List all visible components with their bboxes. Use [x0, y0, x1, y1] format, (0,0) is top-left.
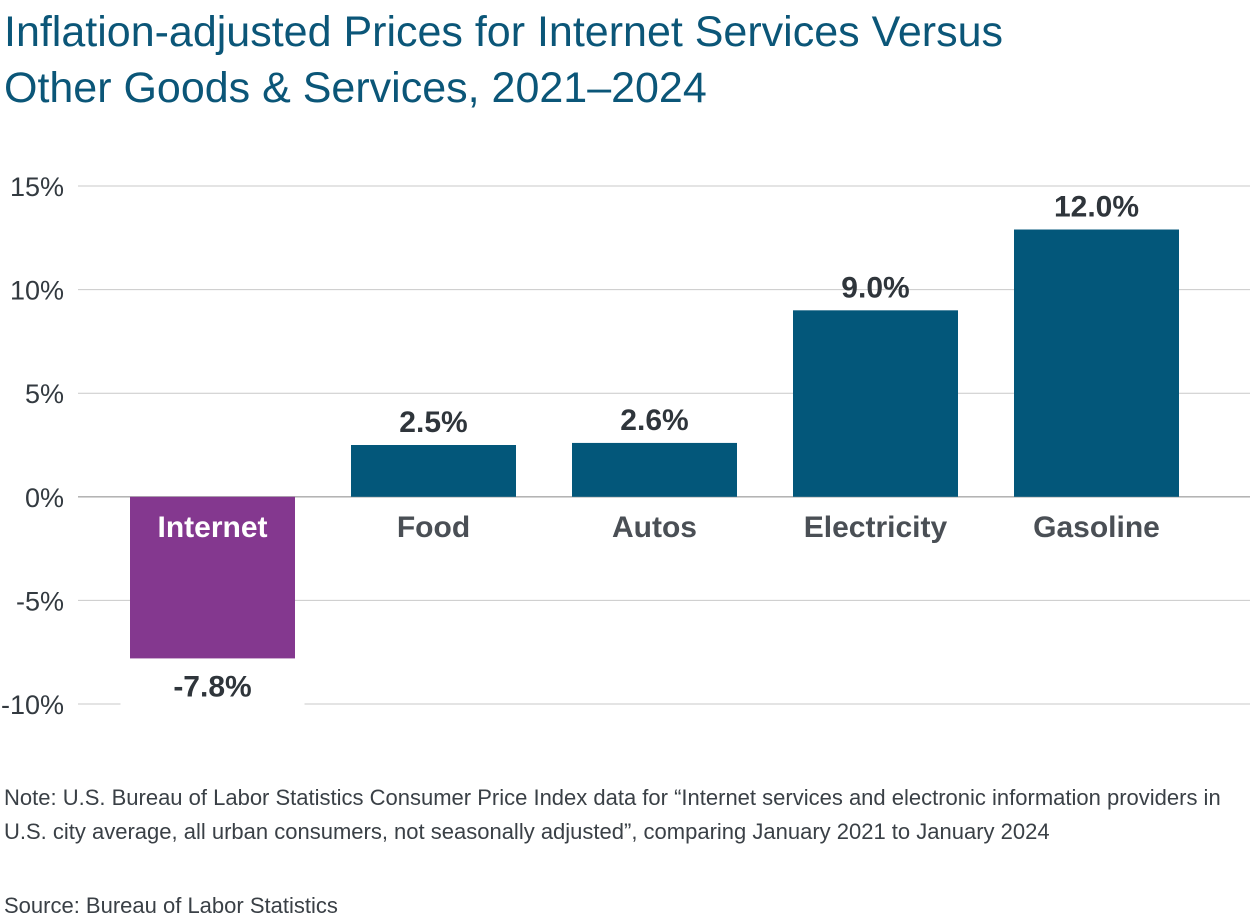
chart-source: Source: Bureau of Labor Statistics: [4, 893, 338, 918]
bar: [793, 310, 958, 497]
bar: [130, 496, 295, 659]
category-label: Gasoline: [1033, 511, 1160, 544]
data-label: 2.5%: [399, 406, 467, 439]
chart-title-line-2: Other Goods & Services, 2021–2024: [4, 64, 707, 112]
bar: [351, 445, 516, 497]
data-label: 9.0%: [841, 271, 909, 304]
bar: [1014, 229, 1179, 497]
y-tick-label: 10%: [10, 276, 64, 306]
bar: [572, 442, 737, 497]
chart-note: Note: U.S. Bureau of Labor Statistics Co…: [4, 785, 1221, 844]
y-tick-label: -10%: [1, 690, 64, 720]
data-label: 2.6%: [620, 404, 688, 437]
data-label: 12.0%: [1054, 191, 1139, 224]
data-label: -7.8%: [173, 670, 251, 703]
category-label: Food: [397, 511, 470, 544]
chart-title-line-1: Inflation-adjusted Prices for Internet S…: [4, 8, 1004, 56]
y-tick-label: -5%: [16, 586, 64, 616]
chart-title: Inflation-adjusted Prices for Internet S…: [4, 4, 1234, 116]
y-tick-label: 0%: [25, 483, 64, 513]
category-label: Autos: [612, 511, 697, 544]
category-label: Internet: [157, 511, 267, 544]
y-tick-label: 5%: [25, 379, 64, 409]
category-label: Electricity: [804, 511, 948, 544]
y-tick-label: 15%: [10, 172, 64, 202]
data-label-backdrop: [120, 666, 305, 709]
